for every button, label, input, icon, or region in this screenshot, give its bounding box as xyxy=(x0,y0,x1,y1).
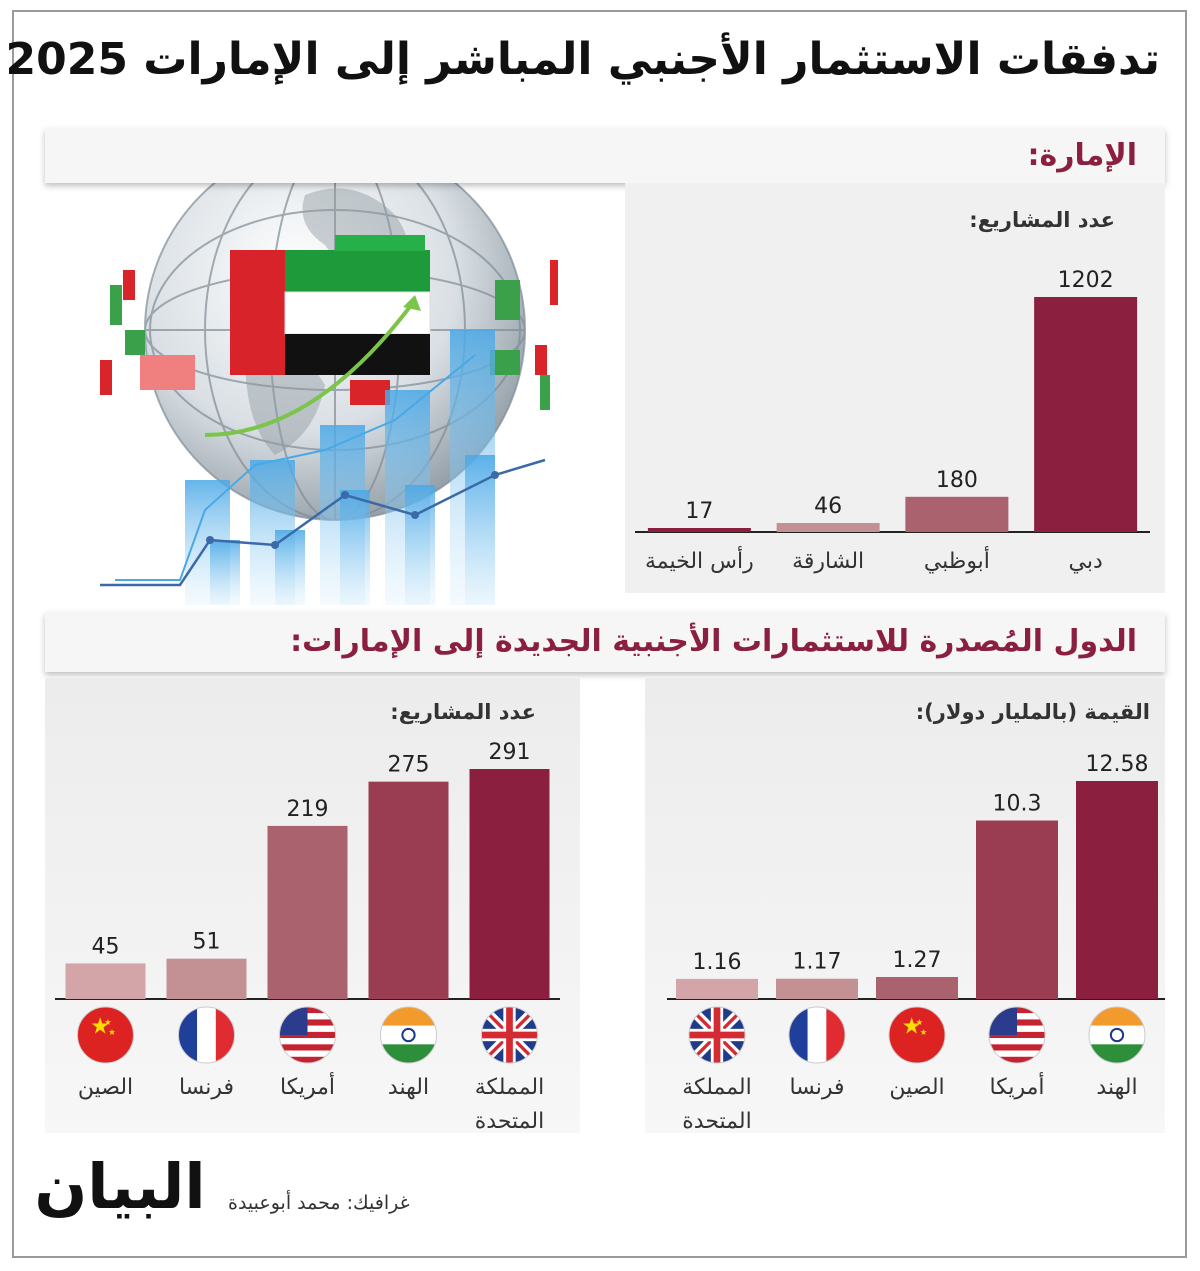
bar-1 xyxy=(469,769,550,999)
category-label: الهند xyxy=(1096,1075,1137,1100)
bar-2 xyxy=(368,781,449,999)
bar-2 xyxy=(905,496,1009,532)
section-heading-countries: الدول المُصدرة للاستثمارات الأجنبية الجد… xyxy=(45,612,1165,672)
bar-5 xyxy=(676,978,758,999)
bar-3 xyxy=(267,825,348,999)
section-heading-emirate: الإمارة: xyxy=(45,128,1165,183)
category-label: الصين xyxy=(78,1075,133,1100)
india-flag-icon xyxy=(1089,1007,1145,1063)
usa-flag-icon xyxy=(279,1007,336,1063)
china-flag-icon: ★★★ xyxy=(77,1007,134,1063)
country-projects-chart: 291 المملكة المتحدة 275 الهند 219 أمريكا 51 فرنس… xyxy=(55,740,560,1134)
value-label: 291 xyxy=(489,740,531,765)
svg-text:★: ★ xyxy=(902,1014,922,1040)
category-label: أمريكا xyxy=(280,1072,335,1100)
bar-4 xyxy=(776,978,858,999)
value-label: 46 xyxy=(814,494,842,519)
value-label: 275 xyxy=(388,753,430,778)
svg-text:★: ★ xyxy=(916,1017,924,1027)
category-label: أمريكا xyxy=(989,1072,1044,1100)
albayan-logo: البيان xyxy=(34,1150,205,1223)
india-flag-icon xyxy=(380,1007,437,1063)
svg-text:البيان: البيان xyxy=(34,1150,205,1223)
value-label: 10.3 xyxy=(993,792,1042,817)
bar-4 xyxy=(647,528,751,532)
page-title: تدفقات الاستثمار الأجنبي المباشر إلى الإ… xyxy=(5,34,1161,85)
value-label: 12.58 xyxy=(1086,752,1149,777)
svg-text:★: ★ xyxy=(920,1027,928,1037)
uk-flag-icon xyxy=(689,1007,745,1063)
bar-3 xyxy=(776,523,880,532)
bar-3 xyxy=(876,976,958,999)
value-label: 51 xyxy=(193,930,221,955)
chart1-ylabel: عدد المشاريع: xyxy=(969,208,1115,232)
svg-text:★: ★ xyxy=(90,1014,110,1040)
bar-1 xyxy=(1034,297,1138,532)
country-value-chart: 12.58 الهند 10.3 أمريكا 1.27 ★★★ الصين 1.17 فرنس… xyxy=(667,752,1165,1134)
bar-2 xyxy=(976,820,1058,999)
category-label: فرنسا xyxy=(789,1075,844,1100)
category-label: المملكة xyxy=(682,1075,751,1100)
uk-flag-icon xyxy=(481,1007,538,1063)
value-label: 1.17 xyxy=(793,950,842,975)
value-label: 1.27 xyxy=(893,948,942,973)
category-label: الصين xyxy=(889,1075,944,1100)
globe-illustration xyxy=(100,139,558,605)
value-label: 1202 xyxy=(1058,268,1114,293)
category-label: الهند xyxy=(388,1075,429,1100)
category-label: فرنسا xyxy=(179,1075,234,1100)
bar-4 xyxy=(166,958,247,999)
value-label: 1.16 xyxy=(693,950,742,975)
france-flag-icon xyxy=(789,1007,845,1063)
category-label: دبي xyxy=(1068,549,1102,574)
emirate-projects-chart: 1202 دبي 180 أبوظبي 46 الشارقة 17 رأس الخيمة xyxy=(635,268,1150,574)
category-label: المتحدة xyxy=(682,1109,751,1134)
value-label: 180 xyxy=(936,468,978,493)
svg-text:★: ★ xyxy=(108,1027,116,1037)
category-label: الشارقة xyxy=(792,549,864,574)
category-label: المملكة xyxy=(475,1075,544,1100)
credit-text: غرافيك: محمد أبوعبيدة xyxy=(228,1192,410,1214)
category-label: أبوظبي xyxy=(924,546,990,574)
bar-1 xyxy=(1076,781,1158,999)
value-label: 45 xyxy=(92,934,120,959)
category-label: المتحدة xyxy=(475,1109,544,1134)
bar-5 xyxy=(65,963,146,999)
france-flag-icon xyxy=(178,1007,235,1063)
value-label: 219 xyxy=(287,797,329,822)
chart2-ylabel: عدد المشاريع: xyxy=(390,700,536,724)
svg-text:★: ★ xyxy=(104,1017,112,1027)
category-label: رأس الخيمة xyxy=(645,546,754,574)
china-flag-icon: ★★★ xyxy=(889,1007,945,1063)
chart3-ylabel: القيمة (بالمليار دولار): xyxy=(915,700,1150,724)
value-label: 17 xyxy=(685,499,713,524)
